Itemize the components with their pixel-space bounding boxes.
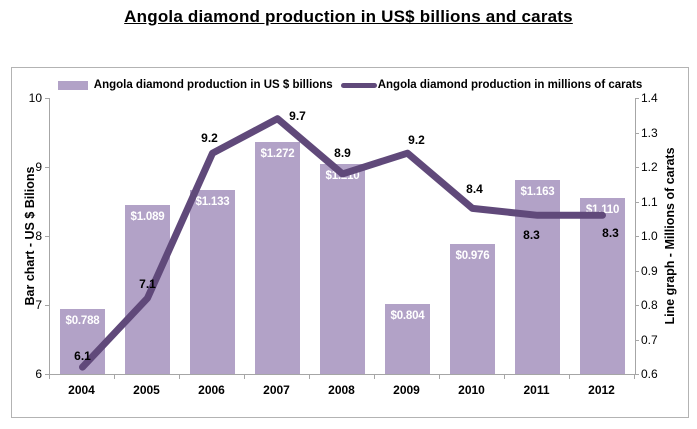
- right-tick-mark: [635, 339, 639, 341]
- x-tick-mark: [374, 375, 375, 379]
- x-tick-mark: [439, 375, 440, 379]
- bar-series-swatch-icon: [57, 80, 88, 90]
- right-tick-mark: [635, 270, 639, 272]
- left-tick-mark: [45, 374, 49, 375]
- carats-line-chart: [79, 115, 606, 371]
- left-axis-tick-6: 6: [35, 367, 42, 381]
- left-axis-tick-8: 8: [35, 229, 42, 243]
- line-value-label-2010: 8.4: [466, 182, 483, 197]
- x-tick-mark: [114, 375, 115, 379]
- bar-value-label-2004: $0.788: [65, 315, 100, 328]
- bar-2007: [255, 142, 300, 374]
- x-tick-mark: [309, 375, 310, 379]
- x-axis-label-2005: 2005: [133, 383, 160, 397]
- right-tick-mark: [635, 305, 639, 306]
- x-tick-mark: [49, 375, 50, 379]
- x-tick-mark: [179, 375, 180, 379]
- right-axis-tick-1.0: 1.0: [641, 229, 658, 243]
- chart-frame: Angola diamond production in US $ billio…: [11, 67, 689, 418]
- left-axis-tick-9: 9: [35, 160, 42, 174]
- x-axis-label-2007: 2007: [263, 383, 290, 397]
- line-value-label-2012: 8.3: [602, 226, 619, 241]
- line-value-label-2006: 9.2: [201, 131, 218, 146]
- bar-2008: [320, 163, 365, 374]
- right-tick-mark: [635, 201, 639, 203]
- bar-2006: [190, 190, 235, 374]
- legend: Angola diamond production in US $ billio…: [12, 77, 688, 93]
- plot-area: $0.788 $1.089 $1.133 $1.272 $1.210 $0.804 $0.9…: [49, 98, 636, 375]
- right-axis-tick-0.7: 0.7: [641, 332, 658, 347]
- line-series-swatch-icon: [340, 82, 377, 88]
- x-axis-label-2012: 2012: [588, 383, 615, 397]
- bar-value-label-2010: $0.976: [455, 250, 490, 263]
- right-tick-mark: [635, 98, 639, 99]
- left-tick-mark: [45, 98, 49, 99]
- x-tick-mark: [504, 375, 505, 379]
- legend-label-bars: Angola diamond production in US $ billio…: [93, 79, 333, 91]
- right-axis-tick-0.9: 0.9: [641, 263, 658, 278]
- left-tick-mark: [45, 305, 49, 306]
- x-axis-label-2009: 2009: [393, 383, 420, 397]
- bar-value-label-2006: $1.133: [195, 196, 230, 209]
- x-axis-label-2006: 2006: [198, 383, 225, 397]
- legend-label-line: Angola diamond production in millions of…: [377, 79, 643, 91]
- carats-line: [79, 115, 606, 371]
- bar-2012: [580, 198, 625, 374]
- bar-value-label-2007: $1.272: [260, 148, 295, 161]
- right-tick-mark: [635, 374, 639, 375]
- left-tick-mark: [45, 167, 49, 168]
- bar-value-label-2009: $0.804: [390, 309, 425, 322]
- right-tick-mark: [635, 167, 639, 168]
- line-value-label-2011: 8.3: [523, 228, 540, 243]
- right-tick-mark: [635, 236, 639, 237]
- x-axis-label-2011: 2011: [523, 383, 550, 397]
- line-value-label-2009: 9.2: [408, 133, 425, 148]
- x-tick-mark: [569, 375, 570, 379]
- right-axis-tick-1.1: 1.1: [641, 194, 658, 209]
- bar-2009: [385, 303, 430, 374]
- x-tick-mark: [244, 375, 245, 379]
- left-axis-tick-7: 7: [35, 298, 42, 312]
- left-axis-tick-10: 10: [28, 91, 42, 105]
- x-axis-label-2008: 2008: [328, 383, 355, 397]
- right-axis-tick-0.6: 0.6: [641, 367, 658, 381]
- bar-2010: [450, 244, 495, 374]
- left-tick-mark: [45, 236, 49, 237]
- right-axis-tick-1.3: 1.3: [641, 125, 658, 140]
- bar-value-label-2005: $1.089: [130, 211, 165, 224]
- chart-title: Angola diamond production in US$ billion…: [124, 7, 573, 26]
- x-tick-mark: [634, 375, 635, 379]
- line-value-label-2007: 9.7: [289, 108, 306, 123]
- x-axis-label-2004: 2004: [68, 383, 95, 397]
- x-axis-label-2010: 2010: [458, 383, 485, 397]
- right-axis-tick-0.8: 0.8: [641, 298, 658, 312]
- line-value-label-2004: 6.1: [74, 349, 91, 364]
- right-axis-tick-1.4: 1.4: [641, 91, 658, 105]
- bar-value-label-2011: $1.163: [520, 185, 555, 198]
- right-tick-mark: [635, 132, 639, 134]
- line-value-label-2008: 8.9: [334, 145, 351, 160]
- right-axis-tick-1.2: 1.2: [641, 160, 658, 174]
- line-value-label-2005: 7.1: [139, 277, 156, 292]
